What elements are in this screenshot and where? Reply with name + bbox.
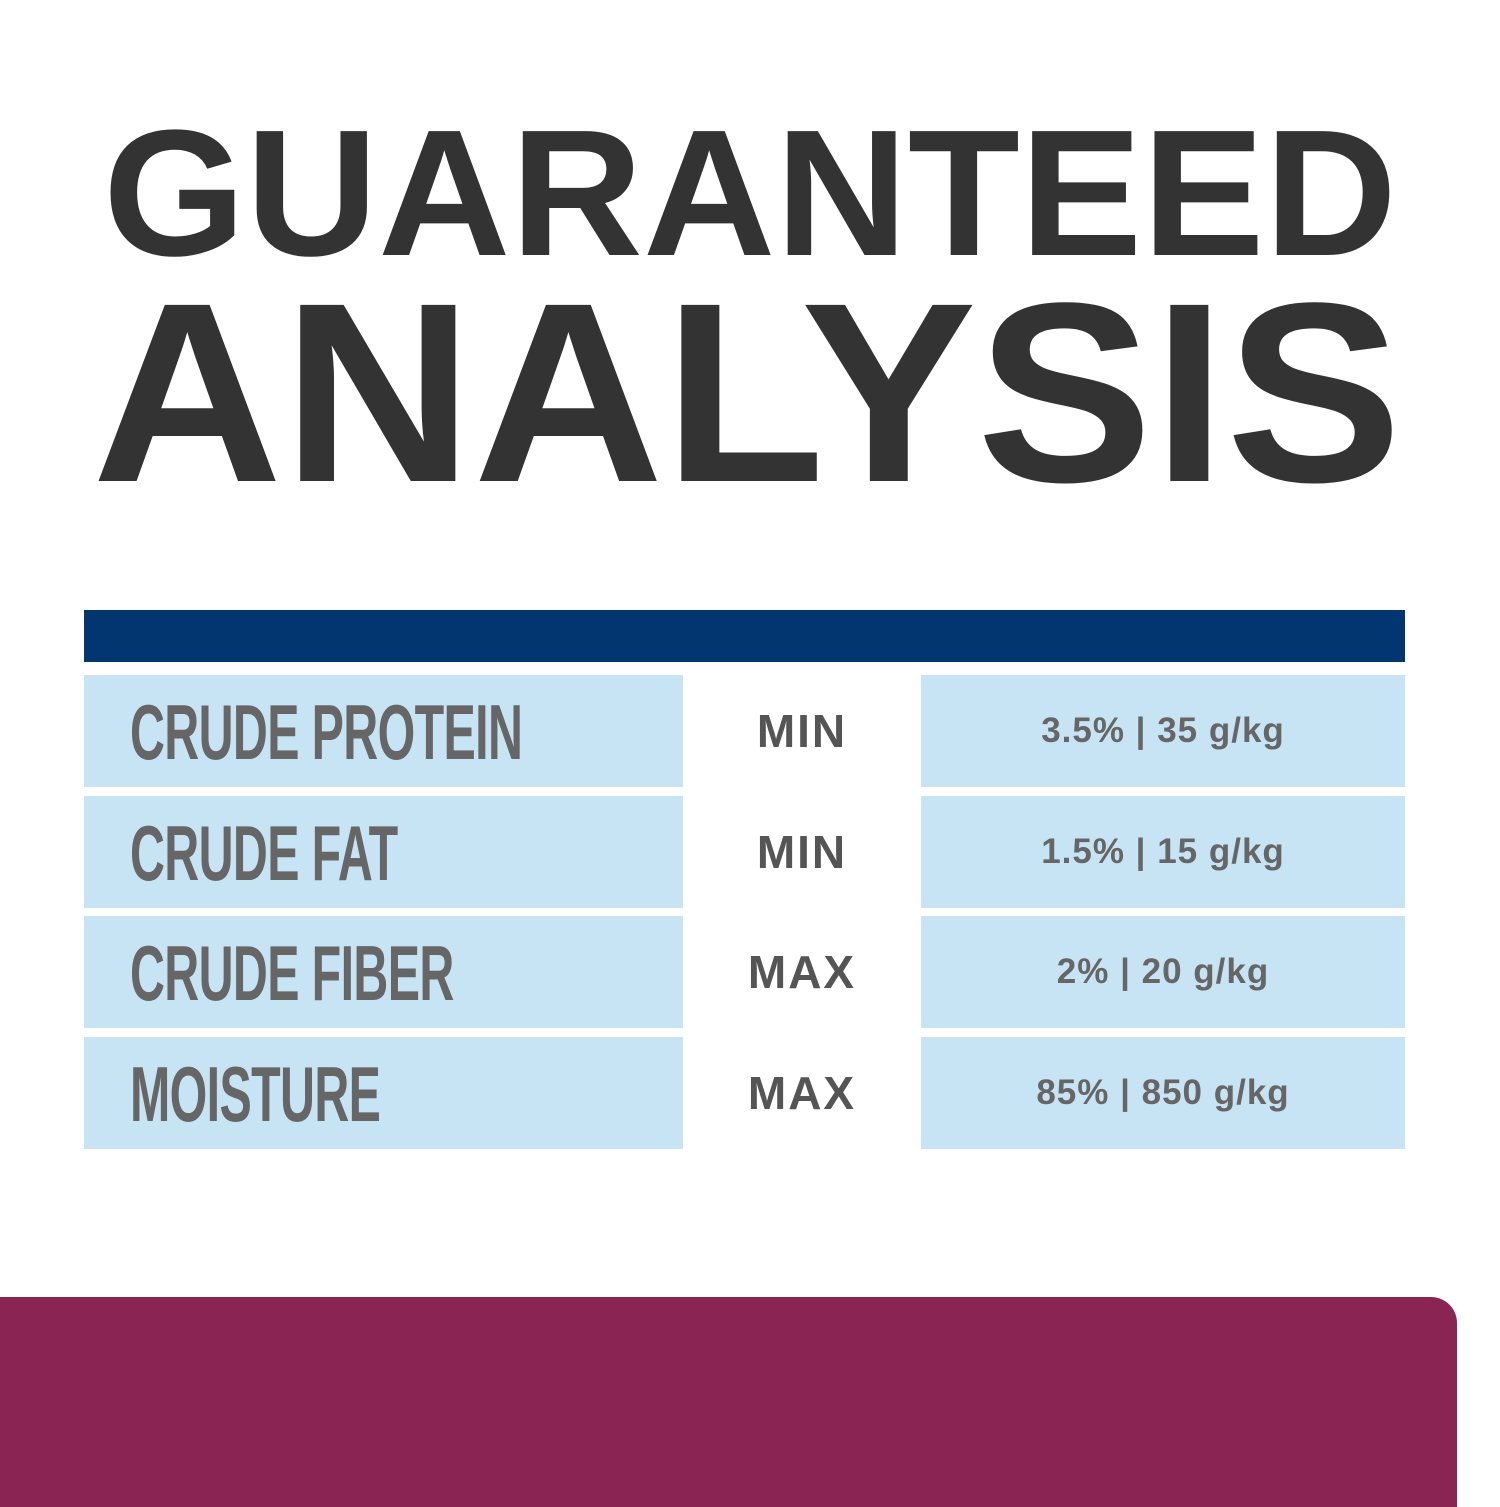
nutrient-label: CRUDE PROTEIN [130, 688, 523, 776]
value-label: 2% | 20 g/kg [1056, 952, 1270, 991]
limit-label: MAX [747, 1067, 857, 1119]
table-row: CRUDE PROTEIN MIN 3.5% | 35 g/kg [84, 675, 1405, 787]
nutrient-cell: CRUDE FIBER [84, 916, 683, 1028]
nutrient-label: MOISTURE [130, 1050, 381, 1138]
limit-label: MAX [747, 946, 857, 998]
nutrient-label: CRUDE FIBER [130, 929, 454, 1017]
nutrient-label: CRUDE FAT [130, 809, 398, 897]
value-cell: 85% | 850 g/kg [921, 1037, 1405, 1149]
limit-label: MIN [756, 705, 848, 757]
value-cell: 2% | 20 g/kg [921, 916, 1405, 1028]
table-row: MOISTURE MAX 85% | 850 g/kg [84, 1037, 1405, 1149]
limit-cell: MAX [683, 1037, 921, 1149]
nutrient-cell: CRUDE PROTEIN [84, 675, 683, 787]
limit-cell: MAX [683, 916, 921, 1028]
value-label: 3.5% | 35 g/kg [1041, 711, 1285, 750]
table-row: CRUDE FIBER MAX 2% | 20 g/kg [84, 916, 1405, 1028]
value-label: 85% | 850 g/kg [1036, 1073, 1290, 1112]
value-label: 1.5% | 15 g/kg [1041, 832, 1285, 871]
title-line-1: GUARANTEED [103, 93, 1398, 294]
nutrient-cell: MOISTURE [84, 1037, 683, 1149]
title-line-2: ANALYSIS [92, 250, 1402, 536]
value-cell: 3.5% | 35 g/kg [921, 675, 1405, 787]
limit-cell: MIN [683, 796, 921, 908]
limit-cell: MIN [683, 675, 921, 787]
limit-label: MIN [756, 826, 848, 878]
value-cell: 1.5% | 15 g/kg [921, 796, 1405, 908]
table-header-bar [84, 610, 1405, 662]
bottom-panel [0, 1297, 1457, 1507]
nutrient-cell: CRUDE FAT [84, 796, 683, 908]
table-row: CRUDE FAT MIN 1.5% | 15 g/kg [84, 796, 1405, 908]
